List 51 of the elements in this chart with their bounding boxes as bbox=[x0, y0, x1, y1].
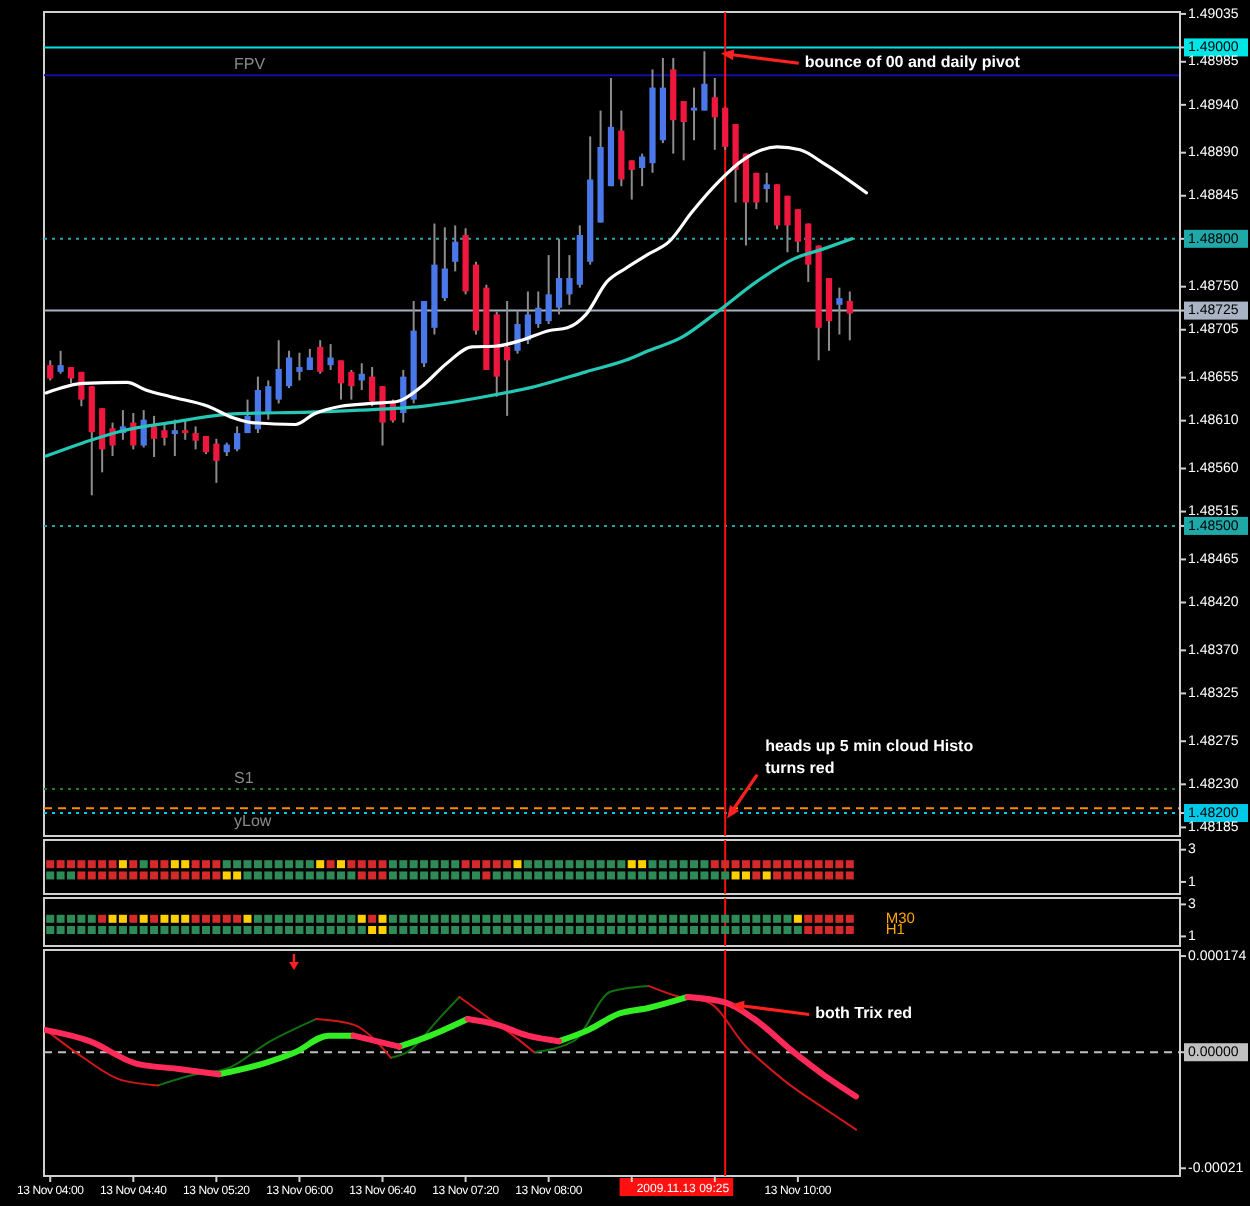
candlestick bbox=[47, 359, 54, 382]
candlestick bbox=[213, 437, 220, 484]
candlestick bbox=[784, 194, 791, 254]
candlestick bbox=[763, 171, 770, 204]
candlestick bbox=[722, 106, 729, 151]
ref-line-label: yLow bbox=[234, 812, 272, 831]
candlestick bbox=[171, 418, 178, 458]
candlestick bbox=[628, 159, 635, 201]
candlestick bbox=[825, 277, 833, 352]
candlestick bbox=[773, 183, 781, 231]
candlestick bbox=[441, 226, 448, 303]
ref-line-label: FPV bbox=[234, 55, 267, 74]
candlestick bbox=[514, 309, 521, 355]
candlestick bbox=[306, 347, 313, 371]
candlestick bbox=[317, 339, 324, 375]
line-series bbox=[44, 237, 854, 458]
annotation: both Trix red bbox=[815, 1004, 913, 1023]
candlestick bbox=[753, 171, 760, 211]
candlestick bbox=[680, 100, 687, 162]
candlestick bbox=[161, 421, 168, 447]
candlestick bbox=[369, 366, 376, 408]
candlestick bbox=[452, 224, 459, 273]
candlestick bbox=[296, 351, 303, 382]
candlestick bbox=[836, 286, 843, 336]
candlestick bbox=[348, 368, 355, 401]
candlestick bbox=[275, 339, 282, 405]
candlestick bbox=[265, 379, 272, 421]
candlestick bbox=[337, 359, 345, 401]
candlestick bbox=[57, 349, 64, 375]
annotation: heads up 5 min cloud Histo turns red bbox=[765, 736, 974, 777]
candlestick bbox=[794, 208, 801, 254]
candlestick bbox=[701, 50, 708, 112]
candlestick bbox=[150, 414, 158, 459]
candlestick bbox=[88, 385, 95, 497]
annotation: bounce of 00 and daily pivot bbox=[804, 53, 1021, 72]
candlestick bbox=[285, 349, 293, 390]
candlestick bbox=[711, 77, 718, 151]
candlestick bbox=[504, 300, 511, 417]
candlestick bbox=[192, 425, 199, 451]
candlestick bbox=[566, 254, 573, 306]
candlestick bbox=[182, 418, 189, 441]
candlestick bbox=[732, 122, 739, 204]
ref-line-label: S1 bbox=[234, 769, 255, 788]
candlestick bbox=[545, 254, 552, 325]
candlestick bbox=[639, 152, 646, 188]
candlestick bbox=[234, 425, 241, 453]
candlestick bbox=[327, 343, 334, 371]
candlestick bbox=[535, 290, 542, 329]
candlestick bbox=[690, 86, 698, 142]
candlestick bbox=[555, 237, 563, 316]
candlestick bbox=[846, 290, 853, 342]
